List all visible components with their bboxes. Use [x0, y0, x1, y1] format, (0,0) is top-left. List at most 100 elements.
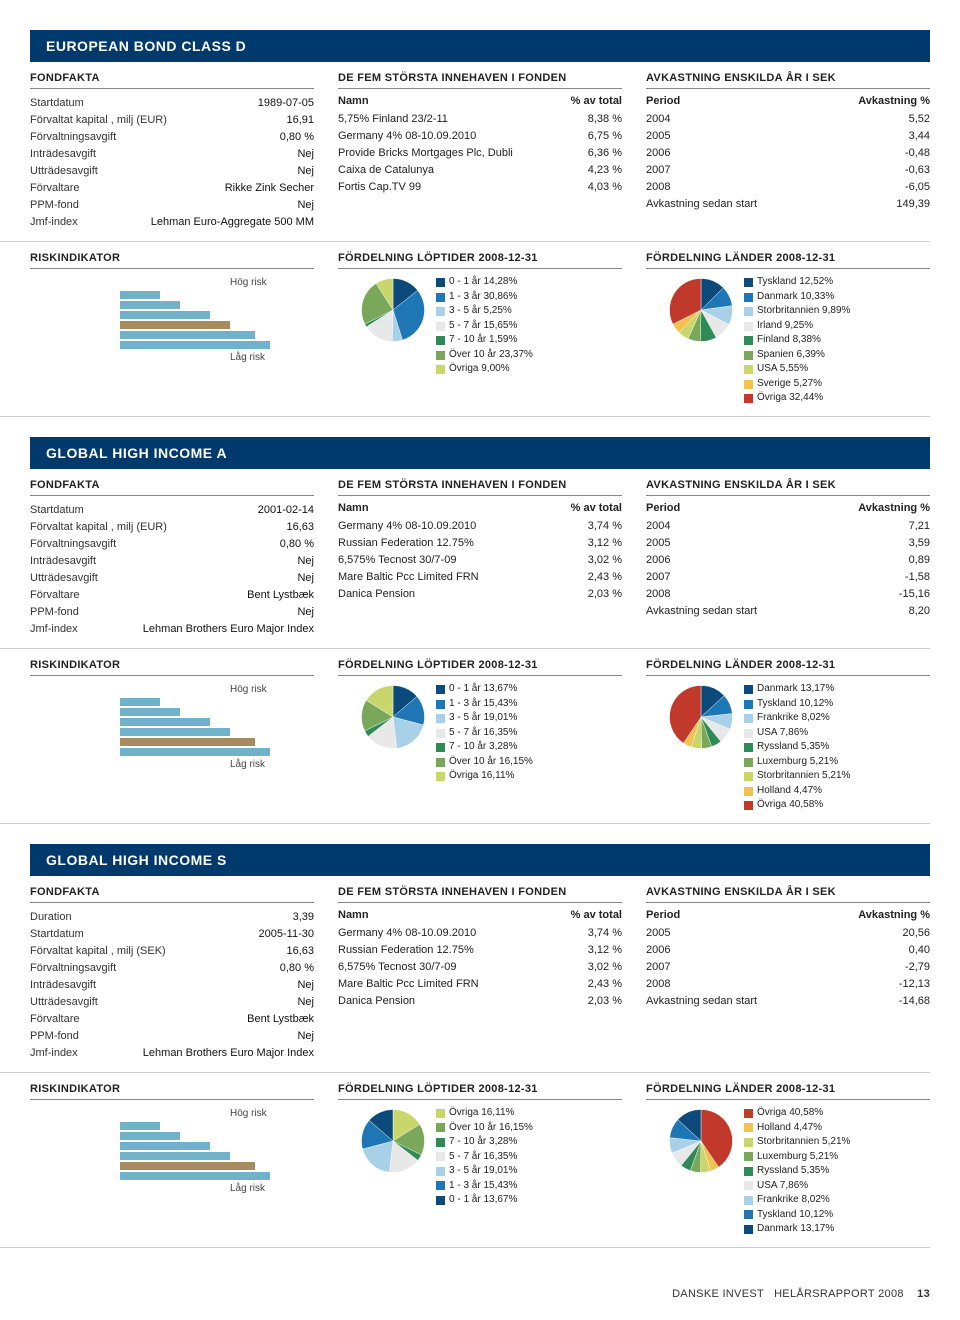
risk-bar — [120, 748, 270, 756]
fakta-key: Utträdesavgift — [30, 163, 98, 180]
legend-item: Luxemburg 5,21% — [744, 1150, 850, 1165]
fakta-row: Startdatum2001-02-14 — [30, 502, 314, 519]
fakta-row: PPM-fondNej — [30, 1028, 314, 1045]
legend-item: Över 10 år 16,15% — [436, 1121, 533, 1136]
legend-swatch — [744, 1109, 753, 1118]
legend-swatch — [744, 1123, 753, 1132]
legend-label: 7 - 10 år 3,28% — [449, 1135, 517, 1150]
legend-label: 3 - 5 år 19,01% — [449, 711, 517, 726]
legend-label: 0 - 1 år 13,67% — [449, 1193, 517, 1208]
legend-swatch — [436, 1123, 445, 1132]
holding-name: Fortis Cap.TV 99 — [338, 179, 421, 196]
legend-swatch — [744, 772, 753, 781]
countries-col: FÖRDELNING LÄNDER 2008-12-31Danmark 13,1… — [634, 659, 930, 813]
fund-top-row: FONDFAKTA Startdatum 1989-07-05Förvaltat k… — [0, 62, 930, 242]
risk-bar — [120, 738, 255, 746]
legend-label: Ryssland 5,35% — [757, 1164, 829, 1179]
return-row: Avkastning sedan start8,20 — [646, 603, 930, 620]
maturities-head: FÖRDELNING LÖPTIDER 2008-12-31 — [338, 659, 622, 676]
legend-label: USA 5,55% — [757, 362, 808, 377]
legend-item: Övriga 16,11% — [436, 1106, 533, 1121]
holding-row: Fortis Cap.TV 994,03 % — [338, 179, 622, 196]
holdings-table-head: Namn% av total — [338, 909, 622, 921]
legend-label: Luxemburg 5,21% — [757, 755, 838, 770]
fakta-row: Jmf-indexLehman Brothers Euro Major Inde… — [30, 621, 314, 638]
legend-swatch — [436, 1196, 445, 1205]
maturities-head: FÖRDELNING LÖPTIDER 2008-12-31 — [338, 252, 622, 269]
holding-row: Provide Bricks Mortgages Plc, Dubli6,36 … — [338, 145, 622, 162]
legend-swatch — [436, 743, 445, 752]
fondfakta-head: FONDFAKTA — [30, 72, 314, 89]
holding-name: Mare Baltic Pcc Limited FRN — [338, 976, 479, 993]
legend-swatch — [436, 322, 445, 331]
holding-pct: 3,02 % — [588, 552, 622, 569]
fund-bottom-row: RISKINDIKATORHög riskLåg riskFÖRDELNING … — [0, 1073, 930, 1248]
holding-name: Mare Baltic Pcc Limited FRN — [338, 569, 479, 586]
legend-item: 7 - 10 år 1,59% — [436, 333, 533, 348]
legend-label: Irland 9,25% — [757, 319, 813, 334]
fakta-key: Inträdesavgift — [30, 977, 96, 994]
return-row: 2007-2,79 — [646, 959, 930, 976]
return-year: 2008 — [646, 976, 670, 993]
return-row: 20053,44 — [646, 128, 930, 145]
fakta-key: Förvaltningsavgift — [30, 536, 116, 553]
legend-label: Storbritannien 5,21% — [757, 769, 850, 784]
fondfakta-col: FONDFAKTA Startdatum 1989-07-05Förvaltat k… — [30, 72, 326, 231]
legend-item: USA 7,86% — [744, 1179, 850, 1194]
legend-label: 5 - 7 år 16,35% — [449, 1150, 517, 1165]
legend-item: Finland 8,38% — [744, 333, 850, 348]
fakta-row: Jmf-indexLehman Euro-Aggregate 500 MM — [30, 214, 314, 231]
return-value: -14,68 — [899, 993, 930, 1010]
risk-col: RISKINDIKATOR Hög riskLåg risk — [30, 252, 326, 406]
legend-label: 3 - 5 år 5,25% — [449, 304, 512, 319]
risk-bar — [120, 291, 160, 299]
risk-label-low: Låg risk — [230, 352, 265, 363]
fondfakta-col: FONDFAKTAStartdatum2001-02-14Förvaltat k… — [30, 479, 326, 638]
fakta-row: InträdesavgiftNej — [30, 553, 314, 570]
fakta-value: Nej — [297, 604, 314, 621]
return-year: 2007 — [646, 569, 670, 586]
countries-chart: Tyskland 12,52%Danmark 10,33%Storbritann… — [646, 275, 930, 406]
legend-label: 0 - 1 år 14,28% — [449, 275, 517, 290]
fakta-key: Startdatum — [30, 95, 84, 112]
holding-row: 5,75% Finland 23/2-118,38 % — [338, 111, 622, 128]
legend-label: Holland 4,47% — [757, 784, 822, 799]
returns-h2: Avkastning % — [858, 95, 930, 107]
fakta-row: InträdesavgiftNej — [30, 977, 314, 994]
legend-item: Övriga 16,11% — [436, 769, 533, 784]
holding-pct: 3,02 % — [588, 959, 622, 976]
holding-row: Russian Federation 12.75%3,12 % — [338, 535, 622, 552]
holdings-table-head: Namn% av total — [338, 95, 622, 107]
fakta-key: Förvaltare — [30, 180, 80, 197]
fakta-key: Förvaltare — [30, 587, 80, 604]
return-row: 20053,59 — [646, 535, 930, 552]
legend-label: 0 - 1 år 13,67% — [449, 682, 517, 697]
risk-bar — [120, 1172, 270, 1180]
legend-swatch — [744, 743, 753, 752]
fakta-key: Utträdesavgift — [30, 994, 98, 1011]
holding-pct: 3,12 % — [588, 535, 622, 552]
legend: Danmark 13,17%Tyskland 10,12%Frankrike 8… — [744, 682, 850, 813]
legend-swatch — [436, 1138, 445, 1147]
fakta-row: Förvaltat kapital , milj (EUR)16,91 — [30, 112, 314, 129]
returns-col: AVKASTNING ENSKILDA ÅR I SEKPeriodAvkast… — [634, 72, 930, 231]
returns-h1: Period — [646, 95, 680, 107]
fakta-key: Förvaltningsavgift — [30, 129, 116, 146]
legend-item: Tyskland 10,12% — [744, 1208, 850, 1223]
legend-label: Ryssland 5,35% — [757, 740, 829, 755]
legend-swatch — [744, 380, 753, 389]
fakta-key: PPM-fond — [30, 1028, 79, 1045]
legend-swatch — [744, 307, 753, 316]
risk-chart: Hög riskLåg risk — [30, 275, 314, 365]
risk-head: RISKINDIKATOR — [30, 252, 314, 269]
legend-item: Övriga 32,44% — [744, 391, 850, 406]
holdings-head: DE FEM STÖRSTA INNEHAVEN I FONDEN — [338, 72, 622, 89]
fakta-value: 16,91 — [286, 112, 314, 129]
fakta-row: PPM-fondNej — [30, 197, 314, 214]
legend-swatch — [436, 714, 445, 723]
holdings-h1: Namn — [338, 95, 369, 107]
holding-pct: 2,03 % — [588, 993, 622, 1010]
legend-label: Övriga 40,58% — [757, 1106, 823, 1121]
fakta-value: 1989-07-05 — [258, 95, 314, 112]
countries-chart: Övriga 40,58%Holland 4,47%Storbritannien… — [646, 1106, 930, 1237]
